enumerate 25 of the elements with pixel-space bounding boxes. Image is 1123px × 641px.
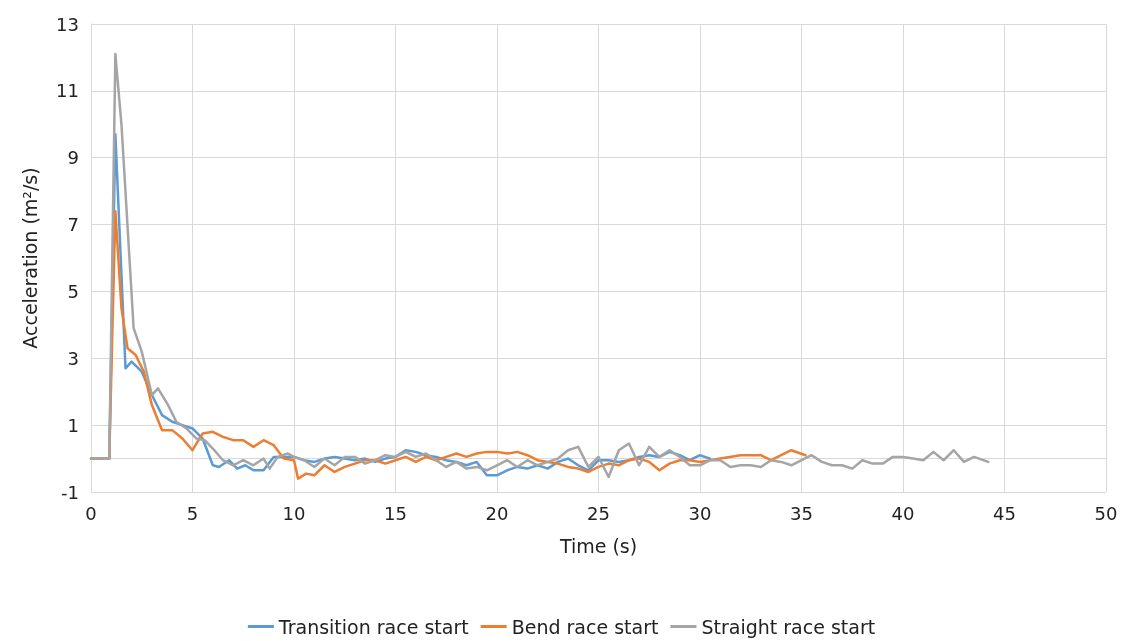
y-tick-label: 5 bbox=[67, 280, 79, 302]
y-tick-label: -1 bbox=[61, 481, 79, 503]
x-tick-label: 0 bbox=[85, 502, 97, 524]
x-tick-label: 15 bbox=[384, 502, 407, 524]
line-series bbox=[89, 52, 990, 479]
x-tick-label: 5 bbox=[186, 502, 199, 524]
y-tick-label: 9 bbox=[67, 147, 79, 169]
y-tick-label: 1 bbox=[67, 414, 79, 436]
y-tick-label: 13 bbox=[56, 13, 79, 35]
y-tick-label: 7 bbox=[67, 214, 79, 236]
x-tick-label: 10 bbox=[282, 502, 306, 524]
legend-label: Straight race start bbox=[701, 615, 876, 638]
x-tick-label: 40 bbox=[891, 502, 915, 524]
y-axis-title: Acceleration (m²/s) bbox=[18, 167, 41, 349]
x-tick-label: 35 bbox=[790, 502, 813, 524]
x-tick-label: 50 bbox=[1094, 502, 1118, 524]
x-tick-label: 20 bbox=[485, 502, 509, 524]
y-tick-label: 3 bbox=[67, 347, 79, 369]
x-tick-label: 25 bbox=[587, 502, 610, 524]
legend-label: Bend race start bbox=[511, 615, 659, 638]
legend-label: Transition race start bbox=[277, 615, 469, 638]
y-tick-label: 11 bbox=[56, 80, 79, 102]
x-tick-label: 30 bbox=[688, 502, 712, 524]
x-tick-label: 45 bbox=[993, 502, 1016, 524]
x-axis-title: Time (s) bbox=[558, 534, 638, 557]
